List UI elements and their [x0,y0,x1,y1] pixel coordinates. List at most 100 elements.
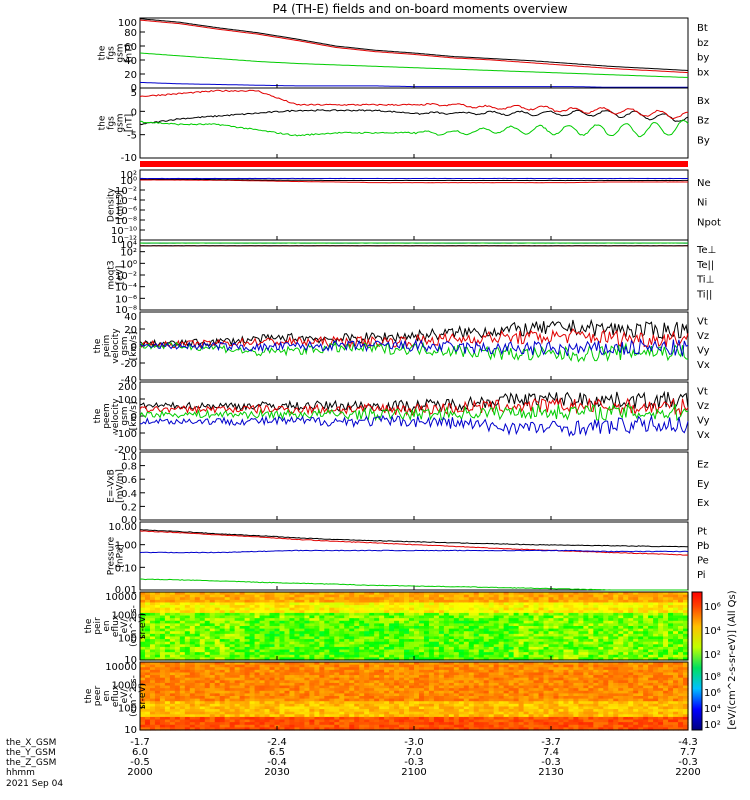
legend-entry: bz [697,38,709,49]
y-tick-label: 0 [131,83,137,94]
colorbar-label: [eV/(cm^2-s-sr-eV)] (All Qs) [727,590,738,729]
colorbar-tick-label: 10² [704,720,721,731]
y-axis-label: fgs [107,116,117,130]
y-tick-label: 5 [131,88,137,99]
y-tick-label: -20 [121,359,137,370]
y-axis-label: velocity [111,328,121,364]
heatmap-cells [140,592,689,661]
y-axis-label: sr-eV) [138,683,148,709]
x-tick-label-z: -0.4 [267,757,287,768]
y-tick-label: -200 [114,445,137,456]
series-line [140,179,688,184]
y-axis-label: gsm [116,43,126,62]
y-tick-label: 10000 [105,592,137,603]
y-tick-label: 10 [124,725,137,736]
y-axis-label: moqt3 [107,260,117,289]
axis-row-label: 2021 Sep 04 [6,779,63,789]
y-tick-label: 10000 [105,662,137,673]
y-tick-label: 10⁴ [120,240,137,251]
series-line [139,52,689,78]
y-tick-label: 1.0 [121,452,137,463]
y-axis-label: velocity [111,398,121,434]
legend-entry: Te⊥ [696,245,716,256]
y-tick-label: 80 [124,28,137,39]
series-line [140,414,689,438]
x-tick-label-z: -0.5 [130,757,150,768]
y-tick-label: 10⁻¹² [111,235,137,246]
legend-entry: Ez [697,460,709,471]
y-axis-label: gsm [120,336,130,355]
legend-entry: Bz [697,116,709,127]
axis-row-label: the_Y_GSM [6,748,56,758]
legend-entry: Te|| [696,260,714,271]
series-line [139,549,689,554]
y-axis-label: peer [93,685,103,706]
panel-5: 200 100 0 -100 -200 the peem velocity gsm [km/s] V… [93,381,710,456]
x-tick-label-hhmm: 2100 [401,767,426,778]
heatmap-cells [140,662,689,731]
x-tick-label-z: -0.3 [541,757,561,768]
legend-entry: bx [697,68,709,79]
x-tick-label-x: -4.3 [678,737,698,748]
series-line [139,119,689,138]
y-axis-label: fgs [107,46,117,60]
axis-row-label: the_Z_GSM [6,758,56,768]
y-axis-label: Pressure [107,536,117,575]
y-axis-label: [eV] [116,266,126,285]
legend-entry: Pt [697,527,707,538]
series-line [139,18,689,71]
colorbar-tick-label: 10⁶ [704,602,721,613]
y-tick-label: 0 [131,412,137,423]
y-tick-label: 1000 [112,611,137,622]
axis-row-label: the_X_GSM [6,738,56,748]
legend-entry: Vx [697,360,710,371]
legend-entry: Ti⊥ [696,275,714,286]
y-axis-label: eV/ [120,688,130,704]
y-tick-label: 0.4 [121,489,137,500]
legend-entry: Ni [697,198,707,209]
legend-entry: Ti|| [696,290,712,301]
series-line [139,578,688,591]
x-tick-label-z: -0.3 [678,757,698,768]
colorbar-tick-label: 10⁴ [704,704,721,715]
legend-entry: by [697,53,709,64]
y-axis-label: the [93,338,103,353]
y-tick-label: 40 [124,56,137,67]
y-tick-label: 100 [118,633,137,644]
y-axis-label: (cm^2-s- [129,605,139,647]
series-line [139,338,689,357]
panel-9: 10000 1000 100 10 the peer en eflux eV/(cm^2-s-s… [84,661,689,736]
y-tick-label: 10 [124,655,137,666]
panel-frame [139,87,689,159]
y-axis-label: en [102,690,112,701]
legend-entry: By [697,136,710,147]
y-axis-label: the [93,408,103,423]
y-tick-label: -10 [121,153,137,164]
colorbar-tick-label: 10⁸ [704,672,721,683]
series-line [139,109,689,126]
y-axis-label: peim [102,335,112,358]
x-tick-label-x: -1.7 [130,737,150,748]
x-tick-label-x: -3.7 [541,737,561,748]
y-axis-label: eV/ [120,618,130,634]
y-axis-label: [cm-3] [116,190,126,220]
colorbar-tick-label: 10⁶ [704,688,721,699]
y-tick-label: 100 [118,395,137,406]
series-line [139,318,689,348]
y-axis-label: eflux [111,614,121,637]
colorbar-tick-label: 10² [704,650,721,661]
y-axis-label: the [98,115,108,130]
y-tick-label: 60 [124,42,137,53]
x-tick-label-x: -3.0 [404,737,424,748]
legend-entry: Pb [697,541,709,552]
y-axis-label: [nT] [125,114,135,132]
legend-entry: Vx [697,430,710,441]
legend-entry: Pe [697,556,709,567]
legend-entry: Pi [697,570,706,581]
y-tick-label: -100 [114,429,137,440]
